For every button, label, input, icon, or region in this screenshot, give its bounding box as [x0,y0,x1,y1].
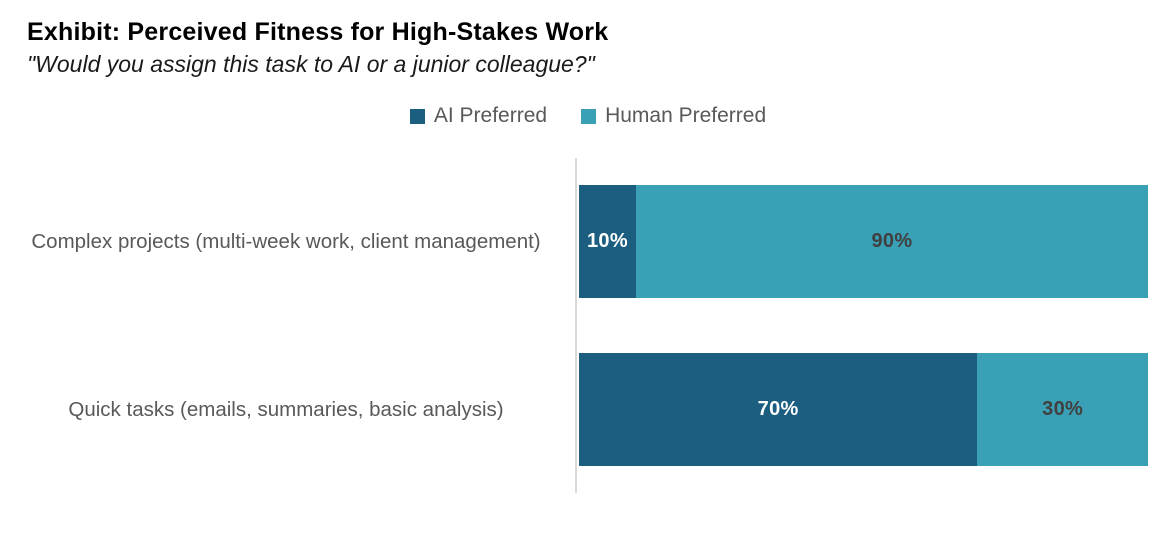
legend-swatch-icon [581,108,597,124]
bar-row-complex-projects: Complex projects (multi-week work, clien… [0,185,1148,298]
stacked-bar: 70% 30% [579,353,1148,466]
bar-chart: Complex projects (multi-week work, clien… [0,158,1176,493]
bar-segment-human-preferred: 90% [635,185,1148,298]
chart-subtitle: "Would you assign this task to AI or a j… [27,51,595,77]
chart-page: Exhibit: Perceived Fitness for High-Stak… [0,18,1176,552]
chart-title: Exhibit: Perceived Fitness for High-Stak… [27,18,609,46]
legend-item-ai-preferred: AI Preferred [409,104,548,128]
bar-segment-ai-preferred: 10% [579,185,636,298]
category-label: Complex projects (multi-week work, clien… [31,229,541,253]
bar-segment-ai-preferred: 70% [579,353,978,466]
value-label: 30% [1042,398,1084,420]
value-label: 70% [757,398,799,420]
legend-label: Human Preferred [605,104,767,127]
value-label: 10% [586,230,628,252]
legend-label: AI Preferred [433,104,548,127]
legend-item-human-preferred: Human Preferred [581,104,766,128]
axis-line [575,158,577,493]
legend-swatch-icon [409,108,425,124]
category-label: Quick tasks (emails, summaries, basic an… [68,397,504,421]
bar-segment-human-preferred: 30% [977,353,1148,466]
value-label: 90% [871,230,913,252]
stacked-bar: 10% 90% [579,185,1148,298]
legend: AI Preferred Human Preferred [0,104,1176,128]
bar-row-quick-tasks: Quick tasks (emails, summaries, basic an… [0,353,1148,466]
